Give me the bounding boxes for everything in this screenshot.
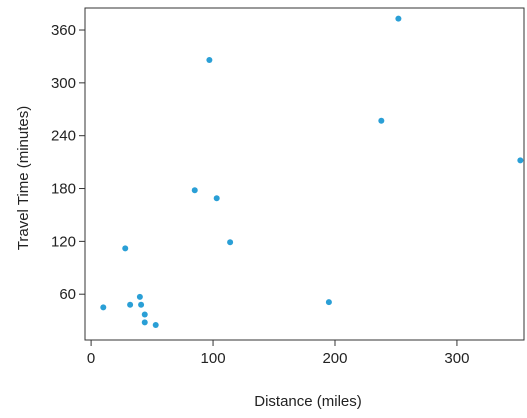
x-tick-label: 0	[87, 350, 95, 367]
y-axis: 60 120 180 240 300 360	[51, 22, 85, 303]
data-point	[141, 311, 148, 318]
y-axis-title: Travel Time (minutes)	[15, 106, 32, 250]
data-point	[395, 15, 402, 22]
y-tick-label: 60	[59, 286, 76, 303]
y-tick-label: 120	[51, 233, 76, 250]
data-point	[378, 117, 385, 124]
plot-frame	[84, 7, 525, 341]
data-point	[191, 187, 198, 194]
data-point	[141, 319, 148, 326]
x-axis: 0 100 200 300	[87, 340, 469, 367]
data-point	[206, 56, 213, 63]
data-point	[100, 304, 107, 311]
data-point	[138, 301, 145, 308]
data-point	[517, 157, 524, 164]
x-axis-title: Distance (miles)	[254, 393, 362, 410]
x-tick-label: 300	[444, 350, 469, 367]
y-tick-label: 180	[51, 181, 76, 198]
data-point	[136, 293, 143, 300]
data-point	[227, 239, 234, 246]
data-points	[100, 15, 524, 329]
data-point	[122, 245, 129, 252]
y-tick-label: 360	[51, 22, 76, 39]
data-point	[213, 195, 220, 202]
data-point	[325, 299, 332, 306]
x-tick-label: 200	[322, 350, 347, 367]
x-tick-label: 100	[201, 350, 226, 367]
data-point	[152, 322, 159, 329]
y-tick-label: 300	[51, 75, 76, 92]
data-point	[127, 301, 134, 308]
y-tick-label: 240	[51, 128, 76, 145]
